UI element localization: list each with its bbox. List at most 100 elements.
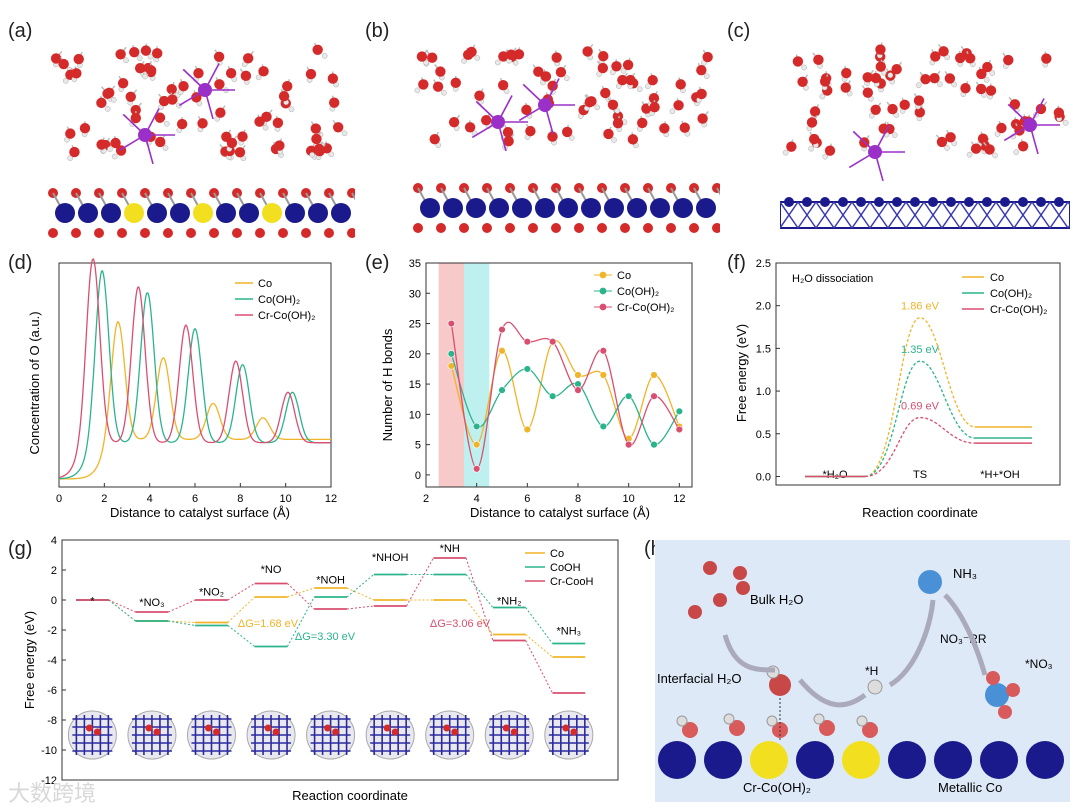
adsorbate-o xyxy=(93,728,101,736)
oxygen-atom xyxy=(696,65,707,76)
hydroxyl-o xyxy=(712,223,720,233)
step-label-7: *NH₂ xyxy=(497,596,521,608)
arrow-to-h xyxy=(798,678,867,708)
hydrogen-atom xyxy=(1062,120,1069,126)
oxygen-atom xyxy=(697,113,708,124)
hydrogen-atom xyxy=(136,55,143,61)
oxygen-atom xyxy=(673,100,684,111)
oxygen-atom xyxy=(1053,107,1065,118)
hydroxyl-o xyxy=(48,228,58,238)
co-atom xyxy=(910,197,920,207)
co-atom xyxy=(627,198,647,218)
oxygen-atom xyxy=(582,46,593,57)
energy-connector xyxy=(525,634,553,658)
oxygen-atom xyxy=(193,67,204,79)
data-point xyxy=(548,338,557,346)
oxygen-atom xyxy=(1009,99,1021,110)
y-tick-label: 30 xyxy=(409,288,421,300)
hydroxyl-o xyxy=(347,228,355,238)
adsorbate-o xyxy=(391,728,399,736)
adsorbate-o xyxy=(332,728,340,736)
chart-g-xlabel: Reaction coordinate xyxy=(292,788,408,803)
slab-bond xyxy=(977,201,997,229)
data-point xyxy=(498,325,506,334)
transition-curve-0 xyxy=(864,316,976,478)
co-atom xyxy=(856,197,866,207)
oxygen-atom xyxy=(696,88,707,100)
panel-label-c: (c) xyxy=(727,20,751,42)
oxygen-atom xyxy=(426,52,438,63)
co-atom xyxy=(820,197,830,207)
y-tick-label: 2.5 xyxy=(756,258,771,270)
oxygen-atom xyxy=(418,79,429,90)
x-tick-label: 6 xyxy=(524,493,530,505)
hydrogen-atom xyxy=(992,152,998,159)
surface-h xyxy=(676,715,688,727)
co-atom xyxy=(802,197,812,207)
y-tick-label: 2.0 xyxy=(756,301,771,313)
chart-f-xlabel: Reaction coordinate xyxy=(862,505,978,520)
oxygen-atom xyxy=(506,49,517,60)
oxygen-atom xyxy=(498,51,509,62)
data-point xyxy=(650,392,658,400)
data-point xyxy=(599,347,608,355)
oxygen-atom xyxy=(130,112,141,124)
data-point xyxy=(472,422,481,431)
hydrogen-atom xyxy=(594,104,601,111)
x-tick-label: 8 xyxy=(575,493,581,505)
oxygen-atom xyxy=(416,51,428,62)
y-tick-label: 1.5 xyxy=(756,343,771,355)
x-tick-label: 6 xyxy=(192,493,198,505)
nh3-n xyxy=(918,570,942,594)
oxygen-atom xyxy=(813,54,824,66)
hydroxyl-o xyxy=(528,223,538,233)
co-atom xyxy=(604,198,624,218)
oxygen-atom xyxy=(125,91,136,103)
data-point xyxy=(650,371,658,379)
oxygen-atom xyxy=(158,95,170,107)
surface-h xyxy=(766,715,778,727)
oxygen-atom xyxy=(982,61,993,73)
energy-connector xyxy=(287,583,315,610)
hydroxyl-o xyxy=(117,228,127,238)
data-point xyxy=(548,392,557,400)
step-label-4: *NOH xyxy=(316,575,345,587)
adsorbate-o xyxy=(570,728,578,736)
oxygen-atom xyxy=(237,131,248,142)
oxygen-atom xyxy=(679,122,690,133)
oxygen-atom xyxy=(214,79,225,90)
oxygen-atom xyxy=(540,71,552,82)
legend-label-1: Co(OH)₂ xyxy=(258,294,300,306)
oxygen-atom xyxy=(808,133,820,145)
y-tick-label: 5 xyxy=(415,440,421,452)
oxygen-atom xyxy=(551,52,562,63)
oxygen-atom xyxy=(862,87,874,98)
substrate-atom xyxy=(980,741,1018,779)
oxygen-atom xyxy=(977,133,989,144)
oxygen-atom xyxy=(313,143,325,155)
x-tick-label: 8 xyxy=(237,493,243,505)
x-tick-label: 10 xyxy=(623,493,635,505)
co-atom xyxy=(838,197,848,207)
data-point xyxy=(523,365,532,373)
hydroxyl-o xyxy=(209,228,219,238)
oxygen-atom xyxy=(819,76,831,87)
hydroxyl-o xyxy=(413,223,423,233)
data-point xyxy=(498,347,506,355)
oxygen-atom xyxy=(140,45,152,56)
oxygen-atom xyxy=(597,62,609,74)
y-tick-label: -8 xyxy=(47,715,57,727)
oxygen-atom xyxy=(702,51,713,63)
oxygen-atom xyxy=(242,53,254,64)
oxygen-atom xyxy=(612,117,624,129)
oxygen-atom xyxy=(870,104,881,115)
data-point xyxy=(675,425,684,434)
co-atom xyxy=(558,198,578,218)
oxygen-atom xyxy=(328,97,340,108)
watermark: 大数跨境 xyxy=(8,782,97,807)
y-tick-label: -12 xyxy=(41,775,57,787)
oxygen-atom xyxy=(254,116,265,127)
slab-bond xyxy=(780,201,799,229)
panel-label-b: (b) xyxy=(365,20,390,42)
hydrogen-atom xyxy=(983,77,990,83)
